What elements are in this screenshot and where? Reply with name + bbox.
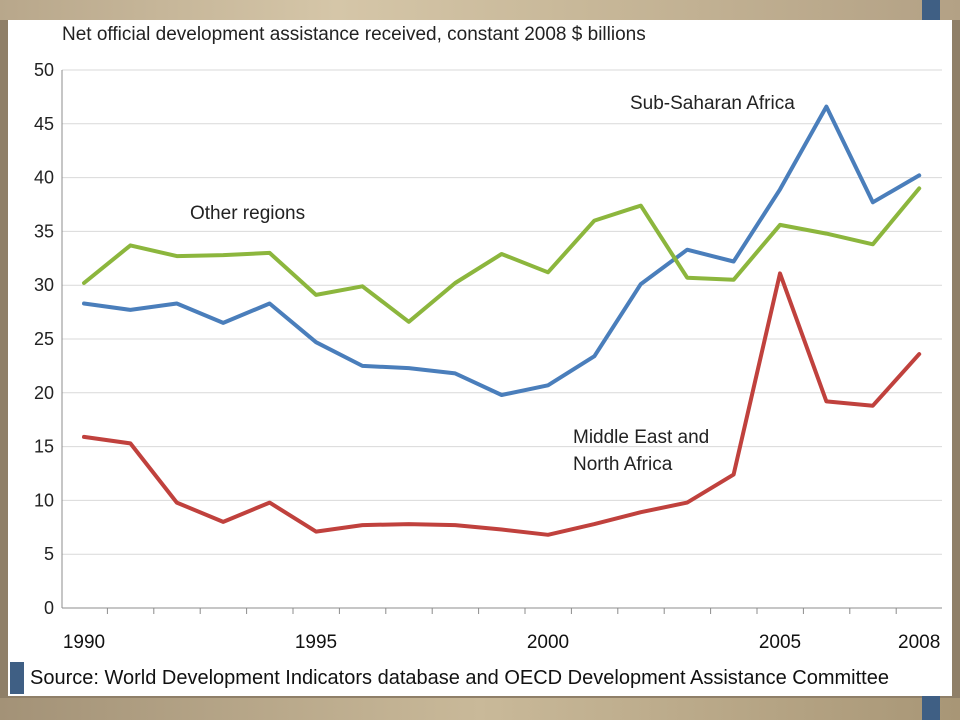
y-tick-label-40: 40	[34, 168, 54, 188]
y-tick-label-0: 0	[44, 598, 54, 618]
x-tick-labels: 1990 1995 2000 2005 2008	[63, 632, 940, 653]
y-tick-label-5: 5	[44, 544, 54, 564]
y-tick-label-15: 15	[34, 437, 54, 457]
y-tick-label-50: 50	[34, 60, 54, 80]
slide-background-bottom	[0, 698, 960, 720]
annotation-mena-line2: North Africa	[573, 454, 673, 475]
x-tick-label-1995: 1995	[295, 632, 337, 653]
annotation-mena-line1: Middle East and	[573, 427, 709, 448]
x-tick-label-1990: 1990	[63, 632, 105, 653]
y-tick-label-35: 35	[34, 221, 54, 241]
source-bar: Source: World Development Indicators dat…	[10, 662, 942, 694]
y-tick-labels: 0 5 10 15 20 25 30 35 40 45 50	[34, 60, 54, 618]
x-tick-label-2000: 2000	[527, 632, 569, 653]
chart-title: Net official development assistance rece…	[62, 24, 646, 45]
series-line-sub-saharan-africa	[82, 104, 922, 397]
x-tick-label-2005: 2005	[759, 632, 801, 653]
y-tick-label-10: 10	[34, 490, 54, 510]
annotation-other-regions: Other regions	[190, 203, 305, 224]
y-tick-label-20: 20	[34, 383, 54, 403]
x-tick-label-2008: 2008	[898, 632, 940, 653]
y-tick-label-45: 45	[34, 114, 54, 134]
annotation-sub-saharan-africa: Sub-Saharan Africa	[630, 93, 795, 114]
grid-lines	[62, 69, 942, 555]
chart-panel	[8, 20, 952, 696]
source-marker	[10, 662, 24, 694]
series-lines	[82, 104, 922, 537]
slide-background-top	[0, 0, 960, 20]
series-line-middle-east-and-north-africa	[82, 271, 922, 537]
y-tick-label-25: 25	[34, 329, 54, 349]
source-text: Source: World Development Indicators dat…	[30, 666, 889, 689]
series-annotations: Sub-Saharan Africa Other regions Middle …	[190, 93, 795, 475]
y-tick-label-30: 30	[34, 275, 54, 295]
axes	[61, 70, 942, 614]
